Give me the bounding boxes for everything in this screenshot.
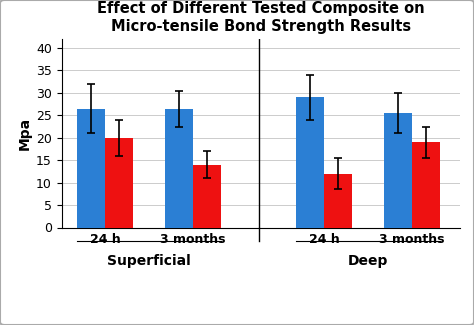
Y-axis label: Mpa: Mpa <box>18 117 32 150</box>
Text: Superficial: Superficial <box>107 254 191 267</box>
Title: Effect of Different Tested Composite on
Micro-tensile Bond Strength Results: Effect of Different Tested Composite on … <box>97 1 425 34</box>
Text: Deep: Deep <box>348 254 388 267</box>
Bar <box>193 165 221 228</box>
Bar <box>77 109 105 228</box>
Bar <box>324 174 352 228</box>
Bar <box>383 113 411 228</box>
Bar <box>165 109 193 228</box>
Bar <box>105 138 133 227</box>
Bar <box>411 142 440 228</box>
Bar <box>296 98 324 228</box>
